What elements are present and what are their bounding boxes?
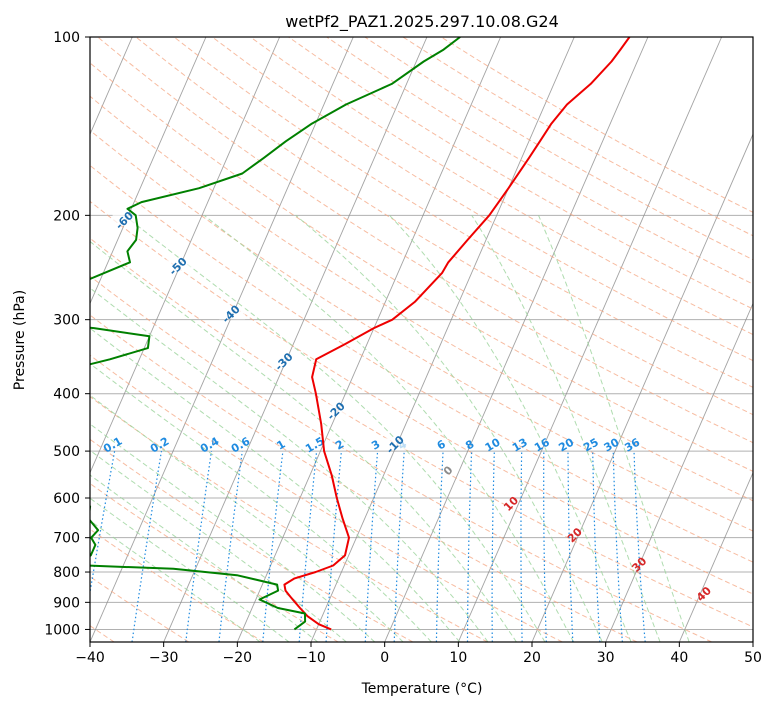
x-tick-label: 20 [523, 650, 541, 666]
y-tick-label: 900 [53, 595, 80, 611]
axis-ticks: −40 −30 −20 −10 0 10 20 30 40 50 100 200 300 400 500 60… [44, 30, 762, 666]
moist-adiabat-line [90, 449, 347, 642]
dry-adiabat-line [90, 438, 414, 642]
moist-adiabat-line [124, 214, 546, 642]
dry-adiabat-line [90, 200, 753, 595]
isotherm-line [310, 37, 575, 642]
x-tick-label: 30 [597, 650, 615, 666]
dry-adiabat-line [90, 275, 712, 642]
background-lines [90, 37, 753, 642]
isotherm-line [457, 37, 723, 642]
dewpoint-profile-line [90, 37, 461, 631]
isotherm-line [605, 302, 753, 642]
moist-adiabat-line [90, 327, 461, 642]
moist-adiabat-line [90, 423, 376, 642]
dry-adiabat-line [90, 237, 753, 628]
y-tick-label: 600 [53, 491, 80, 507]
dry-adiabat-line [97, 37, 753, 444]
y-axis-label: Pressure (hPa) [12, 290, 28, 390]
y-tick-label: 1000 [44, 622, 80, 638]
mixing-ratio-line [185, 451, 213, 642]
x-tick-label: 0 [380, 650, 389, 666]
moist-adiabat-line [295, 214, 603, 642]
y-tick-label: 800 [53, 565, 80, 581]
isotherm-line [90, 37, 207, 305]
dry-adiabat-line [90, 482, 339, 642]
dry-adiabat-line [90, 95, 753, 502]
mixing-ratio-line [325, 451, 342, 642]
isotherm-line [90, 37, 354, 642]
y-tick-label: 300 [53, 313, 80, 329]
dry-adiabat-line [135, 37, 753, 416]
y-tick-label: 400 [53, 387, 80, 403]
isotherm-label-bg [272, 354, 299, 367]
isotherm-label-bg [112, 213, 139, 226]
y-tick-label: 100 [53, 30, 80, 46]
x-tick-label: 40 [670, 650, 688, 666]
mixing-ratio-line [131, 450, 163, 642]
moist-adiabat-line [90, 240, 517, 642]
x-tick-label: −30 [149, 650, 179, 666]
dry-adiabat-line [173, 37, 753, 388]
dry-adiabat-line [90, 129, 753, 532]
dry-adiabat-line [90, 164, 753, 563]
x-tick-label: −40 [75, 650, 105, 666]
isotherm-line [163, 37, 428, 642]
y-tick-label: 700 [53, 531, 80, 547]
moist-adiabat-line [90, 287, 489, 642]
isotherm-label-bg [166, 259, 193, 272]
moist-adiabat-line [538, 215, 690, 642]
plot-frame [89, 36, 754, 643]
isotherm-line [90, 37, 281, 474]
y-tick-label: 200 [53, 208, 80, 224]
isotherm-line [531, 133, 753, 642]
dry-adiabat-line [90, 396, 488, 642]
isotherm-line [384, 37, 649, 642]
x-tick-label: −20 [223, 650, 253, 666]
temperature-profile-line [283, 37, 631, 631]
x-tick-label: 10 [449, 650, 467, 666]
isotherm-line [236, 37, 502, 642]
mixing-ratio-line [298, 451, 318, 642]
dry-adiabat-line [90, 354, 563, 642]
isotherm-label-bg [383, 437, 410, 450]
mixing-ratio-line [262, 451, 284, 642]
mixing-ratio-line [218, 451, 243, 642]
isotherm-label-bg [324, 404, 351, 417]
x-tick-label: −10 [296, 650, 326, 666]
moist-adiabat-line [389, 214, 632, 642]
isotherm-label-bg [219, 307, 246, 320]
x-axis-label: Temperature (°C) [361, 681, 483, 697]
profile-lines [90, 37, 631, 631]
isotherm-line [678, 471, 753, 642]
x-tick-label: 50 [744, 650, 762, 666]
moist-adiabat-line [90, 474, 319, 642]
moist-adiabat-line [90, 497, 290, 642]
dry-adiabat-line [326, 37, 753, 285]
y-tick-label: 500 [53, 444, 80, 460]
moist-adiabat-line [203, 214, 575, 642]
chart-title: wetPf2_PAZ1.2025.297.10.08.G24 [285, 12, 559, 32]
